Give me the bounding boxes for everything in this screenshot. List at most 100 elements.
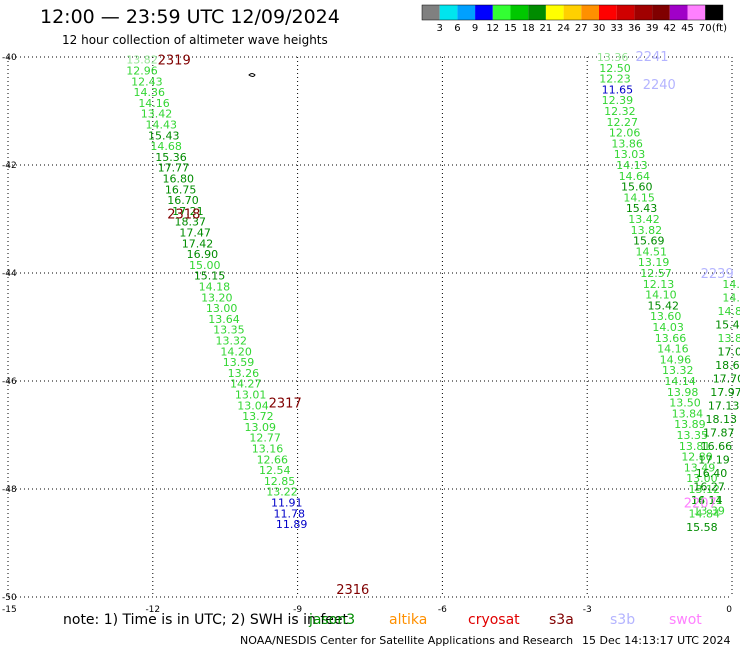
legend-swatch (492, 5, 511, 20)
legend-unit: (ft) (712, 23, 727, 34)
wave-height-value: 13.09 (245, 421, 276, 434)
legend-label: 45 (681, 23, 694, 34)
wave-height-value: 13.20 (201, 291, 233, 304)
x-tick-label: -6 (438, 605, 447, 615)
wave-height-value: 12.06 (609, 127, 641, 140)
y-tick-label: -46 (2, 377, 17, 387)
track-id-label: 2241 (635, 50, 668, 65)
wave-height-value: 16.70 (167, 194, 199, 207)
wave-height-value: 14.03 (652, 321, 684, 334)
x-tick-label: -3 (583, 605, 592, 615)
wave-height-value: 13.35 (213, 324, 245, 337)
legend-swatch (705, 5, 723, 20)
wave-height-value: 13.42 (141, 108, 173, 121)
legend-swatch (475, 5, 493, 20)
track-id-label: 2319 (158, 54, 191, 69)
wave-height-value: 13.64 (208, 313, 240, 326)
wave-height-value: 13.26 (228, 367, 260, 380)
wave-height-value: 13.00 (686, 472, 718, 485)
map-title: 12:00 — 23:59 UTC 12/09/2024 (40, 6, 340, 28)
x-tick-label: -12 (145, 605, 160, 615)
wave-height-value: 14.84 (689, 507, 721, 520)
legend-label: 18 (522, 23, 535, 34)
wave-height-value: 13.12 (689, 483, 721, 496)
wave-height-value: 17.13 (708, 399, 740, 412)
axis-tick-labels: -15 -12 -9 -6 -3 0 -40 -42 -44 -46 -48 -50 (2, 53, 732, 615)
wave-height-value: 14.13 (616, 159, 648, 172)
legend-swatch (439, 5, 458, 20)
wave-height-value: 13.01 (235, 389, 267, 402)
track-id-label: 2239 (701, 267, 734, 282)
wave-height-value: 13.66 (655, 332, 687, 345)
wave-height-value: 13.98 (667, 386, 699, 399)
lat-lon-grid (7, 56, 733, 598)
wave-height-value: 14.15 (623, 191, 655, 204)
wave-height-value: 14.16 (657, 343, 689, 356)
wave-height-value: 12.43 (131, 75, 163, 88)
wave-height-value: 14.02 (722, 278, 740, 291)
y-tick-label: -42 (2, 161, 17, 171)
wave-height-value: 17.97 (710, 386, 740, 399)
wave-height-value: 15.42 (715, 318, 740, 331)
wave-height-observations: 13.8212.9612.4314.3614.1613.4214.4315.43… (126, 51, 740, 534)
wave-height-value: 13.82 (126, 54, 157, 67)
wave-height-value: 13.22 (266, 486, 298, 499)
wave-height-value: 12.66 (257, 453, 289, 466)
legend-swatch (545, 5, 564, 20)
legend-label: 70 (699, 23, 712, 34)
y-tick-label: -44 (2, 269, 17, 279)
wave-height-value: 13.72 (242, 410, 273, 423)
satellite-cryosat: cryosat (468, 612, 520, 628)
wave-height-value: 16.27 (693, 480, 725, 493)
legend-label: 33 (610, 23, 623, 34)
legend-label: 27 (575, 23, 588, 34)
wave-height-value: 13.36 (597, 51, 629, 64)
wave-height-value: 13.89 (718, 332, 740, 345)
wave-height-value: 15.58 (686, 521, 718, 534)
wave-height-value: 14.84 (718, 305, 740, 318)
wave-height-value: 12.23 (599, 73, 631, 86)
wave-height-value: 12.13 (643, 278, 675, 291)
wave-height-value: 12.80 (681, 451, 713, 464)
wave-height-value: 14.36 (133, 86, 165, 99)
wave-height-value: 16.40 (696, 467, 728, 480)
legend-label: 24 (557, 23, 570, 34)
wave-height-value: 12.54 (259, 464, 291, 477)
legend-label: 9 (472, 23, 478, 34)
wave-height-value: 13.50 (669, 397, 701, 410)
wave-height-value: 11.78 (273, 507, 305, 520)
wave-height-value: 17.70 (713, 372, 740, 385)
wave-height-value: 12.27 (607, 116, 639, 129)
wave-height-value: 14.96 (660, 353, 692, 366)
legend-label: 36 (628, 23, 641, 34)
wave-height-value: 16.75 (165, 183, 197, 196)
wave-height-value: 13.49 (684, 461, 716, 474)
wave-height-value: 16.66 (701, 440, 733, 453)
wave-height-value: 14.20 (220, 345, 252, 358)
wave-height-value: 17.21 (172, 205, 204, 218)
wave-height-value: 18.67 (715, 359, 740, 372)
wave-height-value: 13.32 (216, 335, 248, 348)
satellite-swot: swot (669, 612, 702, 628)
wave-height-value: 14.10 (645, 289, 677, 302)
legend-label: 12 (486, 23, 499, 34)
wave-height-value: 12.32 (604, 105, 636, 118)
legend-swatch (510, 5, 529, 20)
wave-height-value: 14.43 (146, 119, 178, 132)
wave-height-value: 12.39 (602, 94, 634, 107)
wave-height-value: 18.13 (705, 413, 737, 426)
satellite-s3b: s3b (610, 612, 636, 628)
x-tick-label: 0 (726, 605, 732, 615)
wave-height-value: 16.14 (691, 494, 723, 507)
wave-height-value: 17.00 (718, 345, 740, 358)
wave-height-value: 16.90 (187, 248, 219, 261)
note-text: note: 1) Time is in UTC; 2) SWH is in fe… (63, 612, 349, 628)
footer-timestamp: 15 Dec 14:13:17 UTC 2024 (582, 634, 731, 647)
track-id-label: 2316 (336, 583, 369, 598)
track-id-label: 2207 (684, 497, 717, 512)
wave-height-value: 15.60 (621, 181, 653, 194)
island-marker-icon (248, 73, 256, 77)
wave-height-value: 17.19 (698, 453, 730, 466)
wave-height-value: 14.18 (199, 281, 231, 294)
